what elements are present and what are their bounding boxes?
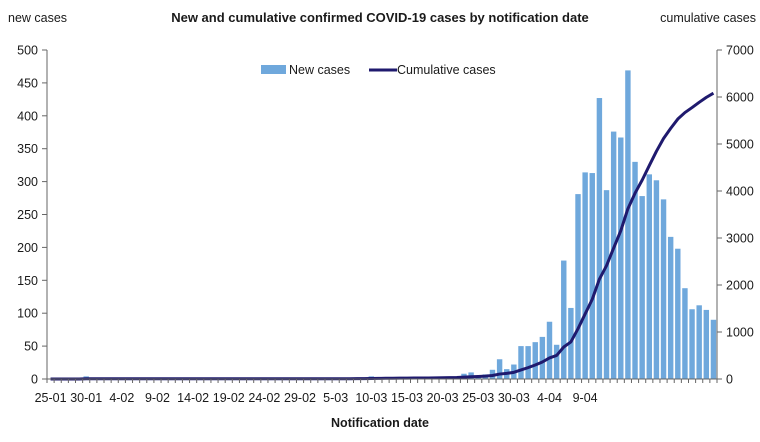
bar bbox=[596, 98, 603, 379]
chart-title: New and cumulative confirmed COVID-19 ca… bbox=[171, 10, 589, 25]
y-left-tick-label: 0 bbox=[31, 373, 38, 387]
bar bbox=[632, 161, 638, 379]
x-tick-label: 9-04 bbox=[573, 391, 598, 405]
y-left-tick-label: 350 bbox=[17, 142, 38, 156]
bar bbox=[646, 174, 652, 379]
x-tick-label: 25-03 bbox=[462, 391, 494, 405]
bar bbox=[618, 137, 624, 379]
y-right-tick-label: 0 bbox=[726, 373, 733, 387]
y-right-tick-label: 4000 bbox=[726, 185, 754, 199]
bar bbox=[689, 309, 695, 379]
x-tick-label: 5-03 bbox=[323, 391, 348, 405]
x-tick-label: 30-03 bbox=[498, 391, 530, 405]
y-left-tick-label: 50 bbox=[24, 340, 38, 354]
bar bbox=[603, 190, 610, 379]
x-tick-label: 25-01 bbox=[35, 391, 67, 405]
bar bbox=[710, 319, 717, 379]
x-tick-label: 9-02 bbox=[145, 391, 170, 405]
bar bbox=[639, 196, 645, 379]
y-right-tick-label: 5000 bbox=[726, 138, 754, 152]
y-left-tick-label: 500 bbox=[17, 44, 38, 58]
y-left-tick-label: 250 bbox=[17, 208, 38, 222]
y-left-tick-label: 150 bbox=[17, 274, 38, 288]
bar bbox=[675, 248, 681, 379]
bar bbox=[610, 131, 617, 379]
y-left-tick-label: 300 bbox=[17, 175, 38, 189]
legend: New cases Cumulative cases bbox=[261, 63, 496, 77]
bar bbox=[561, 260, 567, 379]
bar bbox=[589, 173, 595, 379]
y-left-tick-label: 450 bbox=[17, 76, 38, 90]
bar bbox=[703, 309, 710, 379]
bar bbox=[625, 70, 631, 380]
y-right-axis-title: cumulative cases bbox=[660, 11, 756, 25]
bar bbox=[539, 336, 546, 379]
y-left-tick-label: 100 bbox=[17, 307, 38, 321]
x-tick-label: 4-04 bbox=[537, 391, 562, 405]
bar bbox=[696, 305, 702, 379]
x-tick-label: 29-02 bbox=[284, 391, 316, 405]
bar bbox=[546, 321, 553, 379]
y-right-tick-label: 1000 bbox=[726, 326, 754, 340]
x-tick-label: 4-02 bbox=[109, 391, 134, 405]
y-left-tick-label: 400 bbox=[17, 109, 38, 123]
x-tick-label: 20-03 bbox=[427, 391, 459, 405]
bar bbox=[532, 342, 538, 379]
x-tick-label: 30-01 bbox=[70, 391, 102, 405]
y-right-tick-label: 2000 bbox=[726, 279, 754, 293]
bar bbox=[518, 346, 524, 379]
x-tick-label: 19-02 bbox=[213, 391, 245, 405]
bar bbox=[682, 288, 688, 379]
bar bbox=[667, 236, 674, 379]
x-axis-title: Notification date bbox=[331, 416, 429, 430]
y-right-ticks: 0 1000 2000 3000 4000 5000 6000 7000 bbox=[717, 44, 754, 387]
bar bbox=[582, 172, 588, 379]
legend-bar-swatch bbox=[261, 65, 286, 74]
x-ticks: 25-01 30-01 4-02 9-02 14-02 19-02 24-02 29-02 5-… bbox=[35, 379, 718, 405]
y-left-ticks: 0 50 100 150 200 250 300 350 400 450 500 bbox=[17, 44, 47, 387]
x-tick-label: 10-03 bbox=[355, 391, 387, 405]
axes bbox=[46, 50, 718, 380]
bar bbox=[660, 199, 667, 379]
y-right-tick-label: 6000 bbox=[726, 91, 754, 105]
x-tick-label: 15-03 bbox=[391, 391, 423, 405]
bar bbox=[496, 359, 503, 379]
x-tick-label: 14-02 bbox=[177, 391, 209, 405]
bar bbox=[525, 346, 531, 379]
y-right-tick-label: 7000 bbox=[726, 44, 754, 58]
legend-bar-label: New cases bbox=[289, 63, 350, 77]
y-left-tick-label: 200 bbox=[17, 241, 38, 255]
legend-line-label: Cumulative cases bbox=[397, 63, 496, 77]
bar bbox=[553, 344, 560, 379]
x-tick-label: 24-02 bbox=[248, 391, 280, 405]
y-right-tick-label: 3000 bbox=[726, 232, 754, 246]
bar bbox=[653, 180, 660, 379]
bar bbox=[575, 194, 581, 379]
y-left-axis-title: new cases bbox=[8, 11, 67, 25]
